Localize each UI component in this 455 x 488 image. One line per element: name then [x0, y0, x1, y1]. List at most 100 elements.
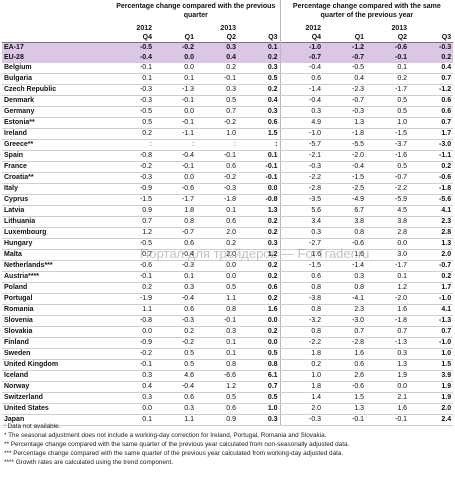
- table-row: Estonia** 0.5 -0.1 -0.2 0.6 4.9 1.3 1.0 0.7: [2, 117, 454, 129]
- value-cell: 0.0: [366, 381, 410, 393]
- value-cell: -4.9: [323, 194, 367, 206]
- value-cell: 2.0: [409, 403, 454, 415]
- value-cell: 0.6: [196, 161, 238, 173]
- value-cell: -0.3: [409, 42, 454, 53]
- value-cell: 0.3: [238, 63, 281, 74]
- value-cell: -0.6: [112, 260, 154, 272]
- value-cell: 2.3: [409, 216, 454, 228]
- value-cell: -1.2: [409, 84, 454, 96]
- value-cell: 2.8: [409, 227, 454, 239]
- value-cell: -0.4: [154, 293, 196, 305]
- row-label: Cyprus: [2, 194, 112, 206]
- value-cell: 1.6: [279, 249, 324, 261]
- value-cell: 0.7: [323, 326, 367, 338]
- row-label: Poland: [2, 282, 112, 294]
- row-label: Switzerland: [2, 392, 112, 404]
- value-cell: 0.1: [112, 414, 154, 426]
- value-cell: -1.8: [409, 183, 454, 195]
- value-cell: -1.0: [279, 128, 324, 140]
- value-cell: 0.1: [154, 73, 196, 85]
- year-cell: 2012: [279, 24, 324, 33]
- value-cell: 2.0: [196, 227, 238, 239]
- value-cell: 0.3: [238, 106, 281, 118]
- row-label: Spain: [2, 150, 112, 162]
- value-cell: -0.3: [112, 172, 154, 184]
- row-label: United States: [2, 403, 112, 415]
- value-cell: 0.5: [238, 348, 281, 360]
- value-cell: -5.6: [409, 194, 454, 206]
- year-cell: 2012: [136, 25, 152, 32]
- footnotes: : Data not available. * The seasonal adj…: [4, 423, 452, 468]
- table-row: United States 0.0 0.3 0.6 1.0 2.0 1.3 1.6 2.0: [2, 403, 454, 415]
- value-cell: 1.3: [409, 238, 454, 250]
- value-cell: 1.3: [323, 403, 367, 415]
- value-cell: 0.5: [366, 95, 410, 107]
- footnote: * The seasonal adjustment does not inclu…: [4, 431, 327, 439]
- value-cell: -0.1: [238, 161, 281, 173]
- value-cell: 0.3: [238, 238, 281, 250]
- table-row: Lithuania 0.7 0.8 0.6 0.2 3.4 3.8 3.8 2.3: [2, 216, 454, 228]
- row-label: Sweden: [2, 348, 112, 360]
- value-cell: -0.1: [323, 414, 367, 426]
- value-cell: -1.3: [409, 315, 454, 327]
- value-cell: -3.2: [279, 315, 324, 327]
- value-cell: -0.7: [323, 95, 367, 107]
- row-label: France: [2, 161, 112, 173]
- value-cell: 1.6: [323, 348, 367, 360]
- value-cell: -0.9: [112, 337, 154, 349]
- value-cell: 0.6: [279, 73, 324, 85]
- row-label: Norway: [2, 381, 112, 393]
- value-cell: -0.1: [196, 315, 238, 327]
- table-row: France -0.2 -0.1 0.6 -0.1 -0.3 -0.4 0.5 0.2: [2, 161, 454, 173]
- value-cell: -0.4: [154, 249, 196, 261]
- value-cell: -1.9: [112, 293, 154, 305]
- value-cell: 2.0: [409, 249, 454, 261]
- value-cell: 0.7: [196, 106, 238, 118]
- value-cell: 0.6: [238, 282, 281, 294]
- value-cell: -1.1: [409, 150, 454, 162]
- value-cell: 0.1: [154, 271, 196, 283]
- table-row: Greece**:::: -5.7 -5.5 -3.7 -3.0: [2, 139, 454, 151]
- table-row: Iceland 0.3 4.6 -6.6 6.1 1.0 2.6 1.9 3.9: [2, 370, 454, 382]
- value-cell: 0.8: [279, 326, 324, 338]
- value-cell: -1.7: [366, 260, 410, 272]
- value-cell: 5.6: [279, 205, 324, 217]
- value-cell: -0.1: [154, 117, 196, 129]
- value-cell: 0.1: [112, 73, 154, 85]
- table-row: Portugal -1.9 -0.4 1.1 0.2 -3.8 -4.1 -2.0 -1.0: [2, 293, 454, 305]
- value-cell: 0.5: [196, 95, 238, 107]
- value-cell: -0.1: [112, 271, 154, 283]
- watermark: Портал для трейдеров — ForTrader.ru: [140, 246, 370, 261]
- value-cell: 1.3: [323, 117, 367, 129]
- table-row: Germany -0.5 0.0 0.7 0.3 0.3 -0.3 0.5 0.6: [2, 106, 454, 118]
- value-cell: -0.7: [154, 227, 196, 239]
- value-cell: -1.7: [366, 84, 410, 96]
- value-cell: 0.6: [196, 403, 238, 415]
- value-cell: 2.8: [366, 227, 410, 239]
- row-label: EU-28: [2, 53, 112, 63]
- value-cell: 0.2: [238, 227, 281, 239]
- value-cell: 0.5: [196, 282, 238, 294]
- value-cell: -1.0: [279, 42, 324, 53]
- value-cell: 0.1: [238, 150, 281, 162]
- table-row: Croatia** -0.3 0.0 -0.2 -0.1 -2.2 -1.5 -0.7 -0.6: [2, 172, 454, 184]
- value-cell: -0.1: [112, 63, 154, 74]
- value-cell: -0.6: [323, 238, 367, 250]
- row-label: Slovenia: [2, 315, 112, 327]
- aggregate-row: EA-17 -0.5 -0.2 0.3 0.1 -1.0 -1.2 -0.6 -0.3: [2, 42, 454, 53]
- value-cell: 0.8: [196, 304, 238, 316]
- value-cell: 0.0: [238, 315, 281, 327]
- value-cell: -2.1: [279, 150, 324, 162]
- value-cell: 2.3: [323, 304, 367, 316]
- value-cell: -1.5: [112, 194, 154, 206]
- aggregate-row: EU-28 -0.4 0.0 0.4 0.2 -0.7 -0.7 -0.1 0.2: [2, 53, 454, 63]
- value-cell: 0.2: [238, 53, 281, 63]
- value-cell: 0.3: [196, 326, 238, 338]
- value-cell: 1.1: [154, 414, 196, 426]
- value-cell: 0.4: [323, 73, 367, 85]
- value-cell: 1.9: [409, 381, 454, 393]
- value-cell: 0.3: [112, 370, 154, 382]
- row-label: United Kingdom: [2, 359, 112, 371]
- row-label: Estonia**: [2, 117, 112, 129]
- value-cell: 0.1: [238, 42, 281, 53]
